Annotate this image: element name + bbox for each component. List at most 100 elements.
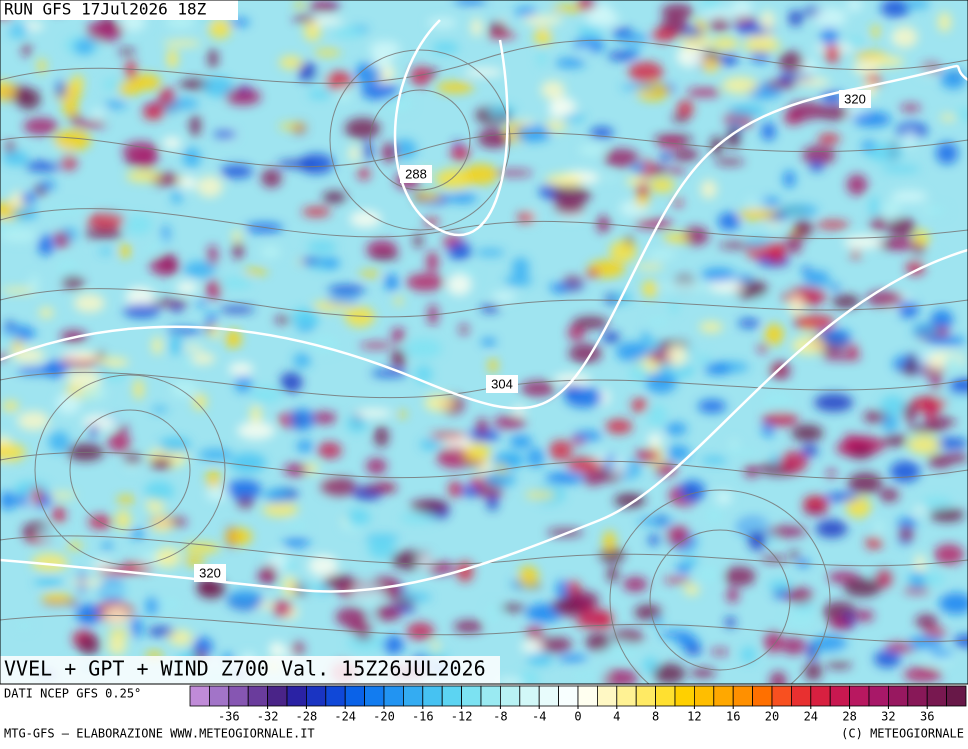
field-blob — [250, 405, 262, 424]
field-blob — [282, 575, 296, 597]
colorbar-box — [209, 686, 228, 706]
field-blob — [518, 566, 538, 587]
field-blob — [702, 268, 736, 282]
field-blob — [87, 212, 125, 229]
field-blob — [604, 149, 639, 168]
field-blob — [602, 332, 620, 343]
field-blob — [225, 329, 241, 348]
field-blob — [665, 422, 687, 435]
field-blob — [712, 37, 739, 50]
field-blob — [91, 109, 105, 119]
field-blob — [243, 269, 268, 275]
field-blob — [280, 372, 303, 393]
field-blob — [289, 409, 314, 431]
field-blob — [687, 88, 722, 97]
field-blob — [741, 646, 756, 663]
field-blob — [603, 531, 615, 553]
field-blob — [414, 234, 423, 248]
colorbar-box — [811, 686, 830, 706]
field-blob — [679, 480, 705, 502]
field-blob — [521, 640, 545, 653]
field-blob — [699, 322, 723, 333]
field-blob — [383, 635, 404, 654]
colorbar-box — [597, 686, 616, 706]
field-blob — [663, 233, 689, 243]
field-blob — [652, 165, 666, 176]
field-blob — [891, 190, 928, 203]
colorbar-box — [656, 686, 675, 706]
colorbar-box — [442, 686, 461, 706]
field-blob — [117, 496, 135, 504]
field-blob — [496, 678, 524, 687]
copyright-label: (C) METEOGIORNALE — [841, 727, 964, 741]
field-blob — [574, 431, 602, 440]
colorbar-tick-label: 24 — [804, 710, 818, 724]
field-blob — [492, 291, 517, 301]
field-blob — [648, 535, 660, 546]
field-blob — [610, 456, 628, 475]
field-blob — [314, 49, 341, 56]
field-blob — [2, 401, 19, 412]
field-blob — [75, 353, 101, 361]
field-blob — [794, 78, 830, 87]
field-blob — [908, 636, 944, 650]
colorbar-tick-label: 0 — [574, 710, 581, 724]
field-blob — [150, 515, 173, 532]
colorbar-box — [830, 686, 849, 706]
colorbar-tick-label: -32 — [257, 710, 279, 724]
field-blob — [293, 15, 317, 22]
field-blob — [41, 593, 71, 603]
field-blob — [711, 649, 729, 655]
field-blob — [328, 285, 366, 295]
field-blob — [152, 337, 163, 355]
field-blob — [166, 328, 201, 335]
field-blob — [586, 269, 600, 278]
field-blob — [118, 48, 135, 55]
field-blob — [463, 164, 498, 185]
field-blob — [904, 130, 916, 147]
field-blob — [715, 159, 745, 166]
field-blob — [817, 221, 850, 230]
field-blob — [49, 431, 70, 452]
field-blob — [151, 299, 189, 306]
field-blob — [853, 61, 879, 76]
field-blob — [651, 29, 676, 42]
field-blob — [794, 219, 813, 237]
contour-label: 304 — [491, 376, 513, 391]
field-blob — [541, 80, 565, 99]
field-blob — [356, 634, 372, 640]
field-blob — [685, 645, 702, 656]
field-blob — [233, 242, 244, 260]
field-blob — [768, 534, 776, 542]
field-blob — [407, 622, 435, 640]
field-blob — [642, 280, 658, 297]
field-blob — [653, 664, 685, 684]
field-blob — [40, 181, 56, 189]
field-blob — [515, 7, 538, 17]
field-blob — [3, 151, 29, 166]
field-blob — [237, 422, 275, 440]
field-blob — [197, 176, 223, 198]
field-blob — [879, 488, 899, 501]
field-blob — [883, 201, 901, 220]
field-blob — [771, 361, 791, 380]
field-blob — [585, 10, 619, 28]
field-blob — [765, 324, 784, 345]
field-blob — [715, 491, 733, 505]
field-blob — [927, 336, 966, 346]
field-blob — [804, 662, 822, 680]
field-blob — [322, 191, 346, 203]
field-blob — [208, 245, 218, 266]
field-blob — [400, 593, 431, 602]
field-blob — [829, 617, 853, 631]
field-blob — [647, 433, 662, 446]
field-blob — [131, 617, 143, 638]
field-blob — [124, 454, 142, 464]
field-blob — [631, 398, 648, 412]
colorbar-box — [462, 686, 481, 706]
colorbar-tick-label: 28 — [842, 710, 856, 724]
field-blob — [765, 81, 797, 89]
field-blob — [493, 416, 526, 429]
